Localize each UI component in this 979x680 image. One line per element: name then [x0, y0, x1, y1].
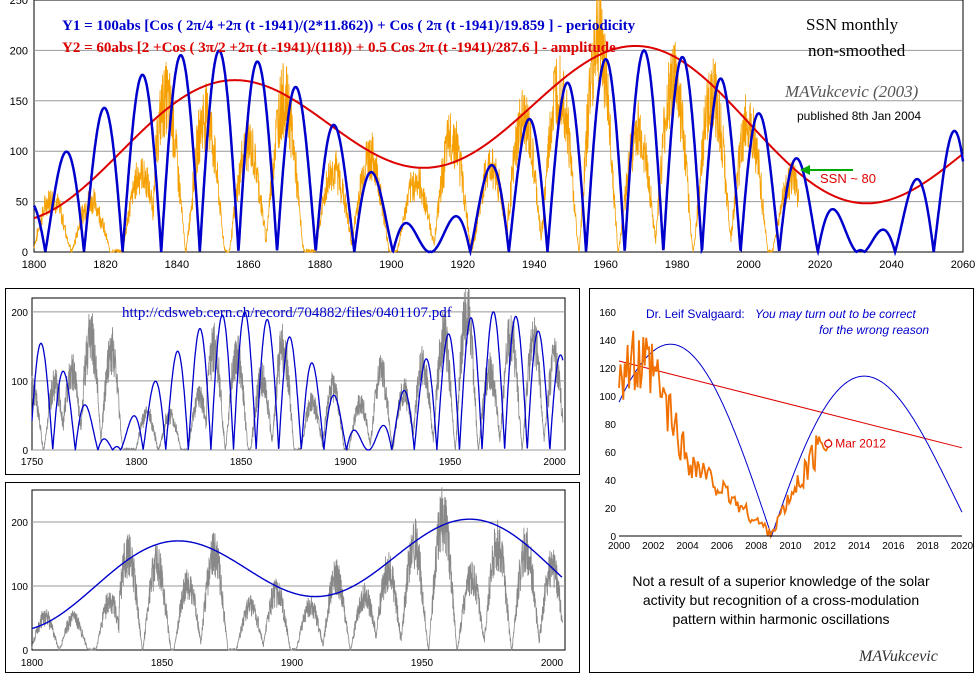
model-series-line — [31, 311, 564, 452]
y-tick-label: 100 — [11, 582, 28, 593]
x-tick-label: 1920 — [451, 259, 475, 270]
x-tick-label: 2020 — [951, 541, 974, 552]
x-tick-label: 1900 — [334, 457, 357, 468]
ssn-series-line — [31, 487, 563, 652]
y-tick-label: 100 — [11, 377, 28, 388]
author-label: MAVukcevic (2003) — [784, 82, 919, 101]
y-tick-label: 0 — [22, 646, 28, 657]
x-tick-label: 2000 — [543, 457, 566, 468]
panel-envelope-1800: 0 100 200 1800 1850 1900 1950 2000 — [5, 482, 580, 673]
chart-title-line2: non-smoothed — [808, 41, 906, 60]
chart-title-line1: SSN monthly — [806, 15, 899, 34]
x-tick-label: 2000 — [736, 259, 760, 270]
quote-text-2: for the wrong reason — [819, 323, 929, 337]
ssn-series-line — [31, 288, 564, 452]
panel-model-1750: 0 100 200 1750 1800 1850 1900 1950 2000 http://c… — [5, 288, 580, 475]
x-tick-label: 1860 — [236, 259, 260, 270]
x-tick-label: 2018 — [917, 541, 940, 552]
x-tick-label: 1900 — [379, 259, 403, 270]
ssn-series-line — [618, 330, 830, 540]
y-tick-label: 250 — [10, 0, 28, 7]
y-tick-label: 80 — [605, 420, 617, 431]
y-tick-label: 140 — [599, 336, 616, 347]
model-series-line — [618, 343, 963, 538]
x-tick-label: 2040 — [879, 259, 903, 270]
x-tick-label: 1950 — [411, 658, 434, 669]
x-tick-label: 1950 — [439, 457, 462, 468]
y-tick-label: 50 — [16, 197, 28, 209]
y1-series-line — [32, 49, 965, 257]
ssn-series-line — [33, 0, 799, 254]
annotation-arrow-head — [800, 165, 810, 175]
paper-url: http://cdsweb.cern.ch/record/704882/file… — [122, 305, 452, 321]
y-tick-label: 200 — [11, 518, 28, 529]
x-tick-label: 2020 — [808, 259, 832, 270]
x-tick-label: 2012 — [814, 541, 837, 552]
quote-author: Dr. Leif Svalgaard: — [646, 307, 745, 321]
y-tick-label: 160 — [599, 308, 616, 319]
x-tick-label: 1960 — [593, 259, 617, 270]
annotation-label: SSN ~ 80 — [820, 171, 876, 186]
caption-line-2: activity but recognition of a cross-modu… — [643, 592, 919, 608]
x-tick-label: 1850 — [151, 658, 174, 669]
x-tick-label: 1980 — [665, 259, 689, 270]
x-tick-label: 2002 — [642, 541, 665, 552]
x-tick-label: 2006 — [711, 541, 734, 552]
y-tick-label: 100 — [599, 392, 616, 403]
quote-text: You may turn out to be correct — [755, 307, 916, 321]
x-tick-label: 1820 — [93, 259, 117, 270]
caption-line-3: pattern within harmonic oscillations — [672, 611, 889, 627]
x-tick-label: 1900 — [281, 658, 304, 669]
published-label: published 8th Jan 2004 — [797, 109, 921, 123]
y-tick-label: 20 — [605, 504, 617, 515]
x-tick-label: 1750 — [21, 457, 44, 468]
plot-area — [31, 489, 566, 651]
y-tick-label: 60 — [605, 448, 617, 459]
formula-y1: Y1 = 100abs [Cos ( 2π/4 +2π (t -1941)/(2… — [62, 18, 636, 34]
x-tick-label: 1850 — [230, 457, 253, 468]
main-chart: 0 50 100 150 200 250 1800 1820 1840 1860 1880 1900 1… — [10, 0, 975, 270]
y-tick-label: 0 — [610, 532, 616, 543]
y-tick-label: 150 — [10, 96, 28, 108]
x-tick-label: 1800 — [125, 457, 148, 468]
main-chart-frame — [33, 0, 964, 253]
y-tick-label: 0 — [22, 446, 28, 457]
formula-y2: Y2 = 60abs [2 +Cos ( 3π/2 +2π (t -1941)/… — [62, 40, 616, 56]
caption-line-1: Not a result of a superior knowledge of … — [632, 573, 930, 589]
x-tick-label: 2000 — [541, 658, 564, 669]
x-tick-label: 2016 — [882, 541, 905, 552]
x-tick-label: 2010 — [779, 541, 802, 552]
y-tick-label: 40 — [605, 476, 617, 487]
x-tick-label: 1840 — [165, 259, 189, 270]
y-tick-label: 120 — [599, 364, 616, 375]
x-tick-label: 2060 — [951, 259, 975, 270]
x-tick-label: 2014 — [848, 541, 871, 552]
mar-2012-marker — [824, 439, 833, 448]
x-tick-label: 2000 — [608, 541, 631, 552]
x-tick-label: 1800 — [22, 259, 46, 270]
x-tick-label: 1940 — [522, 259, 546, 270]
x-tick-label: 2008 — [745, 541, 768, 552]
y-tick-label: 200 — [10, 45, 28, 57]
x-tick-label: 1880 — [308, 259, 332, 270]
y-tick-label: 100 — [10, 146, 28, 158]
trend-series-line — [618, 360, 963, 449]
envelope-series-line — [31, 518, 563, 630]
x-tick-label: 2004 — [676, 541, 699, 552]
mar-2012-label: Mar 2012 — [835, 437, 886, 451]
y-tick-label: 0 — [22, 247, 28, 259]
y-tick-label: 200 — [11, 308, 28, 319]
signature: MAVukcevic — [858, 648, 938, 665]
panel-2000-2020: 0 20 40 60 80 100 120 140 160 2000 2002 2004 2006 200… — [589, 288, 974, 673]
x-tick-label: 1800 — [21, 658, 44, 669]
